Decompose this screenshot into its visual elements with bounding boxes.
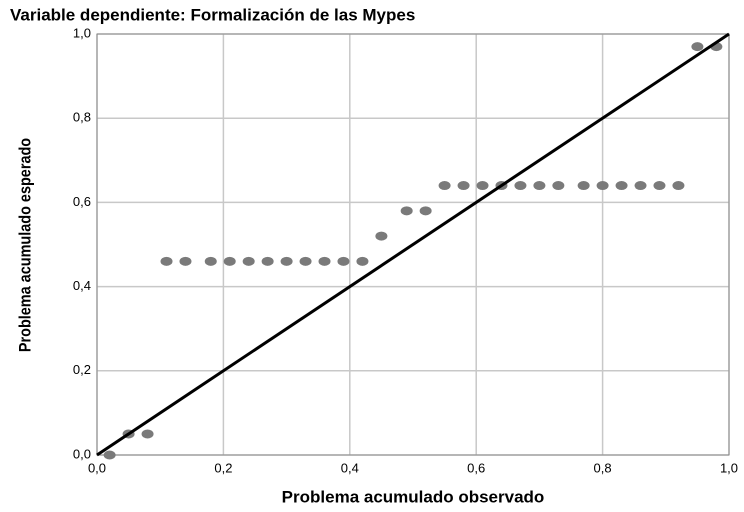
y-tick-label: 1,0 <box>73 25 91 40</box>
x-tick-label: 0,8 <box>594 460 612 475</box>
point <box>337 256 350 266</box>
point <box>299 256 312 266</box>
point <box>318 256 331 266</box>
y-tick-label: 0,8 <box>73 110 91 125</box>
point <box>615 181 628 191</box>
point <box>160 256 173 266</box>
point <box>476 181 489 191</box>
plot-frame <box>96 33 730 456</box>
point <box>419 206 432 216</box>
point <box>375 231 388 241</box>
point <box>653 181 666 191</box>
x-tick-label: 0,0 <box>88 460 106 475</box>
x-tick-label: 1,0 <box>720 460 738 475</box>
y-axis-label: Problema acumulado esperado <box>16 138 34 353</box>
x-tick-label: 0,6 <box>467 460 485 475</box>
point <box>242 256 255 266</box>
y-tick-label: 0,0 <box>73 446 91 461</box>
point <box>691 42 704 52</box>
point <box>577 181 590 191</box>
point <box>552 181 565 191</box>
x-tick-label: 0,4 <box>341 460 359 475</box>
y-tick-label: 0,6 <box>73 194 91 209</box>
point <box>204 256 217 266</box>
point <box>533 181 546 191</box>
x-axis-label: Problema acumulado observado <box>282 487 545 506</box>
reference-line <box>96 32 730 457</box>
point <box>514 181 527 191</box>
point <box>672 181 685 191</box>
point <box>356 256 369 266</box>
point <box>400 206 413 216</box>
point <box>261 256 274 266</box>
chart-title: Variable dependiente: Formalización de l… <box>10 5 415 24</box>
x-tick-label: 0,2 <box>214 460 232 475</box>
y-tick-label: 0,4 <box>73 278 91 293</box>
y-tick-label: 0,2 <box>73 362 91 377</box>
point <box>103 450 116 460</box>
point <box>223 256 236 266</box>
point <box>179 256 192 266</box>
point <box>141 429 154 439</box>
point <box>457 181 470 191</box>
point <box>596 181 609 191</box>
point <box>634 181 647 191</box>
point <box>280 256 293 266</box>
point <box>438 181 451 191</box>
